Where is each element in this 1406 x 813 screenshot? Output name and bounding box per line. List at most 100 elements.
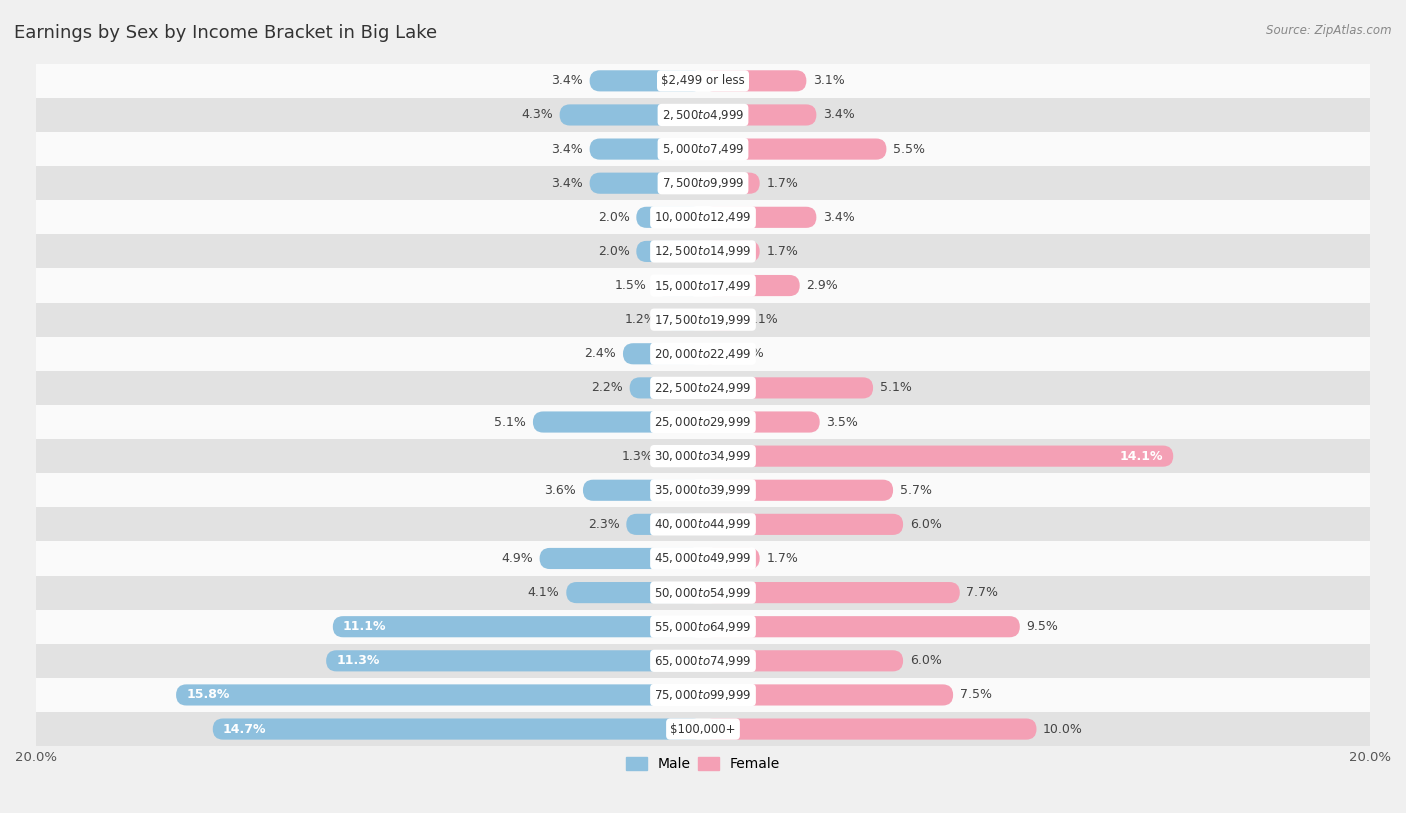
Text: 3.4%: 3.4%	[823, 211, 855, 224]
Text: 1.3%: 1.3%	[621, 450, 652, 463]
FancyBboxPatch shape	[703, 309, 740, 330]
FancyBboxPatch shape	[589, 70, 703, 91]
Text: 14.1%: 14.1%	[1119, 450, 1163, 463]
Text: 5.7%: 5.7%	[900, 484, 932, 497]
Text: 4.3%: 4.3%	[522, 108, 553, 121]
Text: 2.9%: 2.9%	[807, 279, 838, 292]
FancyBboxPatch shape	[560, 104, 703, 125]
Text: Earnings by Sex by Income Bracket in Big Lake: Earnings by Sex by Income Bracket in Big…	[14, 24, 437, 42]
FancyBboxPatch shape	[630, 377, 703, 398]
Text: 1.7%: 1.7%	[766, 245, 799, 258]
FancyBboxPatch shape	[637, 241, 703, 262]
Bar	[37, 98, 1369, 132]
Text: 5.5%: 5.5%	[893, 142, 925, 155]
FancyBboxPatch shape	[703, 446, 1173, 467]
FancyBboxPatch shape	[659, 446, 703, 467]
Text: $5,000 to $7,499: $5,000 to $7,499	[662, 142, 744, 156]
Bar	[37, 371, 1369, 405]
Text: Source: ZipAtlas.com: Source: ZipAtlas.com	[1267, 24, 1392, 37]
Text: 0.43%: 0.43%	[724, 347, 763, 360]
FancyBboxPatch shape	[703, 480, 893, 501]
Bar	[37, 541, 1369, 576]
Text: $65,000 to $74,999: $65,000 to $74,999	[654, 654, 752, 667]
FancyBboxPatch shape	[589, 172, 703, 193]
Text: 3.1%: 3.1%	[813, 74, 845, 87]
Text: 2.2%: 2.2%	[591, 381, 623, 394]
Text: 7.7%: 7.7%	[966, 586, 998, 599]
Text: 1.7%: 1.7%	[766, 552, 799, 565]
Text: $22,500 to $24,999: $22,500 to $24,999	[654, 381, 752, 395]
FancyBboxPatch shape	[703, 650, 903, 672]
Bar	[37, 302, 1369, 337]
FancyBboxPatch shape	[326, 650, 703, 672]
Bar	[37, 439, 1369, 473]
Text: 11.1%: 11.1%	[343, 620, 387, 633]
FancyBboxPatch shape	[703, 719, 1036, 740]
Text: $2,499 or less: $2,499 or less	[661, 74, 745, 87]
Bar	[37, 166, 1369, 200]
FancyBboxPatch shape	[664, 309, 703, 330]
Text: 3.5%: 3.5%	[827, 415, 858, 428]
Text: 3.4%: 3.4%	[551, 176, 583, 189]
Text: $25,000 to $29,999: $25,000 to $29,999	[654, 415, 752, 429]
Bar	[37, 712, 1369, 746]
Text: $20,000 to $22,499: $20,000 to $22,499	[654, 347, 752, 361]
Text: 14.7%: 14.7%	[222, 723, 266, 736]
Text: 2.3%: 2.3%	[588, 518, 620, 531]
Text: 15.8%: 15.8%	[186, 689, 229, 702]
Bar	[37, 405, 1369, 439]
Text: 5.1%: 5.1%	[880, 381, 911, 394]
FancyBboxPatch shape	[703, 275, 800, 296]
Text: 2.0%: 2.0%	[598, 245, 630, 258]
Text: 4.1%: 4.1%	[527, 586, 560, 599]
Text: $2,500 to $4,999: $2,500 to $4,999	[662, 108, 744, 122]
FancyBboxPatch shape	[623, 343, 703, 364]
Text: 1.1%: 1.1%	[747, 313, 778, 326]
FancyBboxPatch shape	[703, 616, 1019, 637]
Bar	[37, 200, 1369, 234]
FancyBboxPatch shape	[212, 719, 703, 740]
Text: 10.0%: 10.0%	[1043, 723, 1083, 736]
Text: $35,000 to $39,999: $35,000 to $39,999	[654, 483, 752, 498]
Text: $12,500 to $14,999: $12,500 to $14,999	[654, 245, 752, 259]
Text: $15,000 to $17,499: $15,000 to $17,499	[654, 279, 752, 293]
Bar	[37, 507, 1369, 541]
FancyBboxPatch shape	[703, 377, 873, 398]
FancyBboxPatch shape	[703, 685, 953, 706]
Text: 3.4%: 3.4%	[551, 142, 583, 155]
Bar	[37, 576, 1369, 610]
Bar	[37, 268, 1369, 302]
Bar	[37, 473, 1369, 507]
Text: 2.4%: 2.4%	[585, 347, 616, 360]
Bar	[37, 610, 1369, 644]
FancyBboxPatch shape	[703, 138, 886, 159]
Text: 11.3%: 11.3%	[336, 654, 380, 667]
Text: $10,000 to $12,499: $10,000 to $12,499	[654, 211, 752, 224]
Text: $45,000 to $49,999: $45,000 to $49,999	[654, 551, 752, 566]
FancyBboxPatch shape	[176, 685, 703, 706]
Legend: Male, Female: Male, Female	[620, 751, 786, 776]
FancyBboxPatch shape	[637, 207, 703, 228]
Text: 1.7%: 1.7%	[766, 176, 799, 189]
FancyBboxPatch shape	[703, 241, 759, 262]
FancyBboxPatch shape	[703, 172, 759, 193]
Bar	[37, 132, 1369, 166]
Text: $100,000+: $100,000+	[671, 723, 735, 736]
FancyBboxPatch shape	[333, 616, 703, 637]
FancyBboxPatch shape	[703, 104, 817, 125]
FancyBboxPatch shape	[703, 207, 817, 228]
Text: $30,000 to $34,999: $30,000 to $34,999	[654, 449, 752, 463]
Text: $7,500 to $9,999: $7,500 to $9,999	[662, 176, 744, 190]
Text: $55,000 to $64,999: $55,000 to $64,999	[654, 620, 752, 633]
Bar	[37, 644, 1369, 678]
Text: 3.4%: 3.4%	[551, 74, 583, 87]
Bar	[37, 63, 1369, 98]
Bar	[37, 337, 1369, 371]
FancyBboxPatch shape	[703, 514, 903, 535]
FancyBboxPatch shape	[652, 275, 703, 296]
FancyBboxPatch shape	[533, 411, 703, 433]
Text: 1.5%: 1.5%	[614, 279, 647, 292]
Text: 3.4%: 3.4%	[823, 108, 855, 121]
FancyBboxPatch shape	[703, 343, 717, 364]
Text: $75,000 to $99,999: $75,000 to $99,999	[654, 688, 752, 702]
